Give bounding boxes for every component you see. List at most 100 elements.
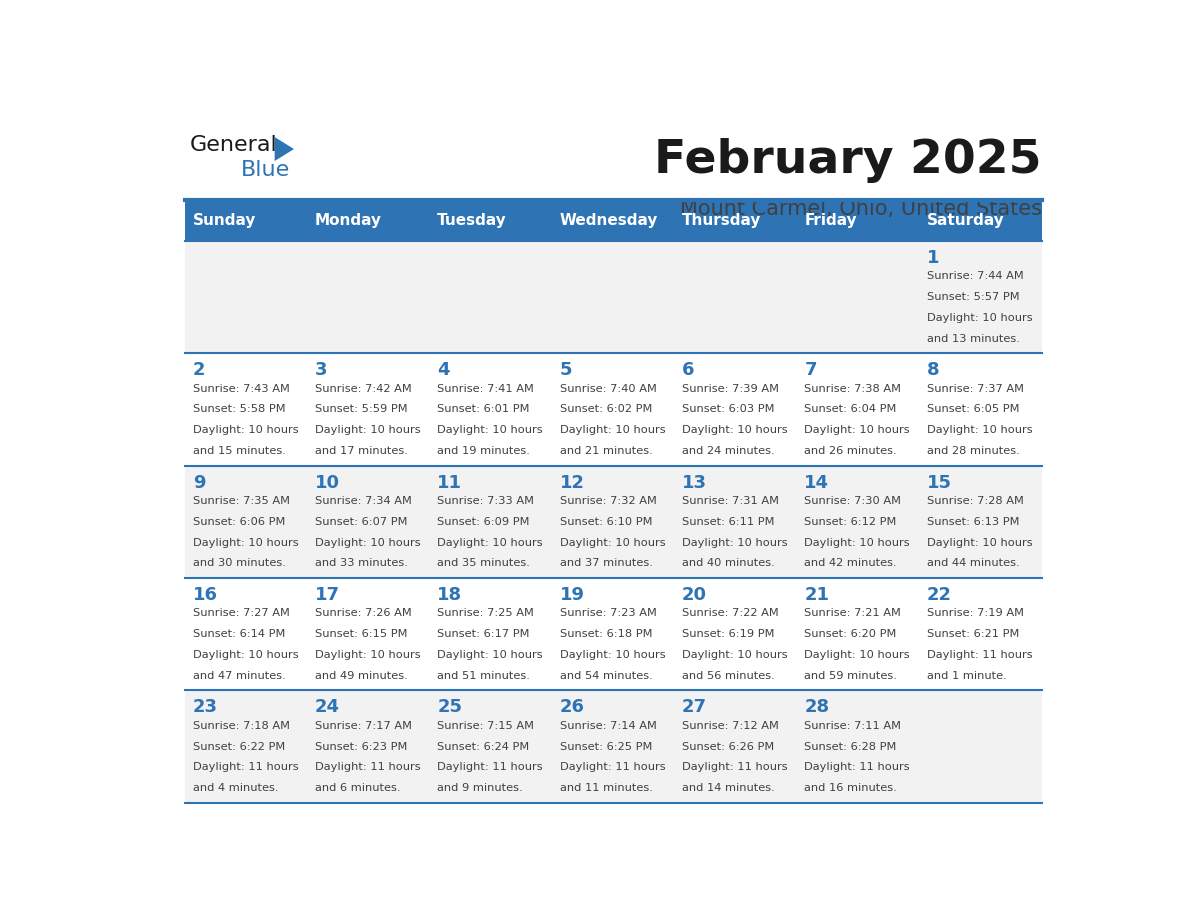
Text: 16: 16	[192, 586, 217, 604]
Text: Daylight: 10 hours: Daylight: 10 hours	[927, 313, 1032, 323]
Text: Sunrise: 7:25 AM: Sunrise: 7:25 AM	[437, 609, 535, 619]
Text: and 56 minutes.: and 56 minutes.	[682, 671, 775, 681]
Text: 20: 20	[682, 586, 707, 604]
Text: Blue: Blue	[240, 160, 290, 180]
Text: Daylight: 10 hours: Daylight: 10 hours	[315, 425, 421, 435]
Text: Daylight: 10 hours: Daylight: 10 hours	[927, 425, 1032, 435]
Text: and 16 minutes.: and 16 minutes.	[804, 783, 897, 793]
Text: and 13 minutes.: and 13 minutes.	[927, 333, 1019, 343]
Text: Wednesday: Wednesday	[560, 213, 658, 228]
Text: Sunset: 5:59 PM: Sunset: 5:59 PM	[315, 405, 407, 414]
Text: Sunset: 6:06 PM: Sunset: 6:06 PM	[192, 517, 285, 527]
Text: and 14 minutes.: and 14 minutes.	[682, 783, 775, 793]
Text: Sunset: 6:21 PM: Sunset: 6:21 PM	[927, 629, 1019, 639]
Bar	[185, 465, 308, 578]
Text: and 51 minutes.: and 51 minutes.	[437, 671, 530, 681]
Text: Thursday: Thursday	[682, 213, 762, 228]
Text: 5: 5	[560, 361, 573, 379]
Text: Daylight: 11 hours: Daylight: 11 hours	[192, 763, 298, 772]
Text: Sunrise: 7:32 AM: Sunrise: 7:32 AM	[560, 496, 657, 506]
Text: Sunset: 6:17 PM: Sunset: 6:17 PM	[437, 629, 530, 639]
Text: Sunset: 6:03 PM: Sunset: 6:03 PM	[682, 405, 775, 414]
Text: Sunrise: 7:43 AM: Sunrise: 7:43 AM	[192, 384, 290, 394]
Text: 21: 21	[804, 586, 829, 604]
Text: Daylight: 10 hours: Daylight: 10 hours	[560, 650, 665, 660]
Text: Sunrise: 7:21 AM: Sunrise: 7:21 AM	[804, 609, 902, 619]
Bar	[920, 578, 1042, 690]
Text: and 54 minutes.: and 54 minutes.	[560, 671, 652, 681]
Text: 18: 18	[437, 586, 462, 604]
Text: Sunrise: 7:27 AM: Sunrise: 7:27 AM	[192, 609, 290, 619]
Text: Daylight: 10 hours: Daylight: 10 hours	[315, 650, 421, 660]
Text: Sunset: 6:02 PM: Sunset: 6:02 PM	[560, 405, 652, 414]
Bar	[552, 241, 675, 353]
Text: Daylight: 10 hours: Daylight: 10 hours	[682, 650, 788, 660]
Text: Sunrise: 7:39 AM: Sunrise: 7:39 AM	[682, 384, 779, 394]
Text: 11: 11	[437, 474, 462, 491]
Bar	[920, 241, 1042, 353]
Text: Sunset: 6:01 PM: Sunset: 6:01 PM	[437, 405, 530, 414]
Text: Sunrise: 7:42 AM: Sunrise: 7:42 AM	[315, 384, 412, 394]
Text: 14: 14	[804, 474, 829, 491]
Text: 9: 9	[192, 474, 206, 491]
Text: 24: 24	[315, 699, 340, 716]
Text: 2: 2	[192, 361, 206, 379]
Text: Sunrise: 7:15 AM: Sunrise: 7:15 AM	[437, 721, 535, 731]
Text: 22: 22	[927, 586, 952, 604]
Polygon shape	[274, 137, 293, 161]
Bar	[430, 200, 552, 241]
Text: Sunrise: 7:31 AM: Sunrise: 7:31 AM	[682, 496, 779, 506]
Text: 26: 26	[560, 699, 584, 716]
Text: and 19 minutes.: and 19 minutes.	[437, 446, 530, 456]
Text: Sunrise: 7:11 AM: Sunrise: 7:11 AM	[804, 721, 902, 731]
Text: and 44 minutes.: and 44 minutes.	[927, 558, 1019, 568]
Bar	[797, 578, 920, 690]
Text: and 59 minutes.: and 59 minutes.	[804, 671, 897, 681]
Text: Sunrise: 7:35 AM: Sunrise: 7:35 AM	[192, 496, 290, 506]
Text: Sunrise: 7:44 AM: Sunrise: 7:44 AM	[927, 272, 1023, 281]
Text: Sunset: 6:18 PM: Sunset: 6:18 PM	[560, 629, 652, 639]
Text: 10: 10	[315, 474, 340, 491]
Text: and 21 minutes.: and 21 minutes.	[560, 446, 652, 456]
Text: and 4 minutes.: and 4 minutes.	[192, 783, 278, 793]
Text: and 47 minutes.: and 47 minutes.	[192, 671, 285, 681]
Text: Daylight: 10 hours: Daylight: 10 hours	[804, 538, 910, 548]
Text: Daylight: 11 hours: Daylight: 11 hours	[437, 763, 543, 772]
Bar	[797, 465, 920, 578]
Text: Sunset: 6:22 PM: Sunset: 6:22 PM	[192, 742, 285, 752]
Text: Sunrise: 7:38 AM: Sunrise: 7:38 AM	[804, 384, 902, 394]
Text: Daylight: 10 hours: Daylight: 10 hours	[560, 425, 665, 435]
Text: 3: 3	[315, 361, 328, 379]
Text: Sunset: 6:04 PM: Sunset: 6:04 PM	[804, 405, 897, 414]
Text: and 37 minutes.: and 37 minutes.	[560, 558, 652, 568]
Text: Sunset: 6:23 PM: Sunset: 6:23 PM	[315, 742, 407, 752]
Text: Daylight: 10 hours: Daylight: 10 hours	[560, 538, 665, 548]
Text: Sunset: 6:26 PM: Sunset: 6:26 PM	[682, 742, 775, 752]
Bar	[308, 353, 430, 465]
Bar	[920, 690, 1042, 803]
Bar	[185, 241, 308, 353]
Text: Daylight: 11 hours: Daylight: 11 hours	[927, 650, 1032, 660]
Bar	[308, 241, 430, 353]
Text: Daylight: 10 hours: Daylight: 10 hours	[437, 425, 543, 435]
Text: Sunset: 6:10 PM: Sunset: 6:10 PM	[560, 517, 652, 527]
Bar	[430, 353, 552, 465]
Bar	[185, 200, 308, 241]
Text: Daylight: 10 hours: Daylight: 10 hours	[192, 650, 298, 660]
Text: and 26 minutes.: and 26 minutes.	[804, 446, 897, 456]
Text: Sunrise: 7:22 AM: Sunrise: 7:22 AM	[682, 609, 778, 619]
Text: Sunset: 6:14 PM: Sunset: 6:14 PM	[192, 629, 285, 639]
Text: and 11 minutes.: and 11 minutes.	[560, 783, 652, 793]
Text: 8: 8	[927, 361, 940, 379]
Bar	[430, 241, 552, 353]
Bar	[308, 690, 430, 803]
Bar	[675, 690, 797, 803]
Text: Sunrise: 7:33 AM: Sunrise: 7:33 AM	[437, 496, 535, 506]
Text: Sunrise: 7:14 AM: Sunrise: 7:14 AM	[560, 721, 657, 731]
Bar	[797, 241, 920, 353]
Bar	[185, 353, 308, 465]
Text: and 42 minutes.: and 42 minutes.	[804, 558, 897, 568]
Bar	[430, 465, 552, 578]
Text: Sunday: Sunday	[192, 213, 257, 228]
Text: Sunrise: 7:26 AM: Sunrise: 7:26 AM	[315, 609, 412, 619]
